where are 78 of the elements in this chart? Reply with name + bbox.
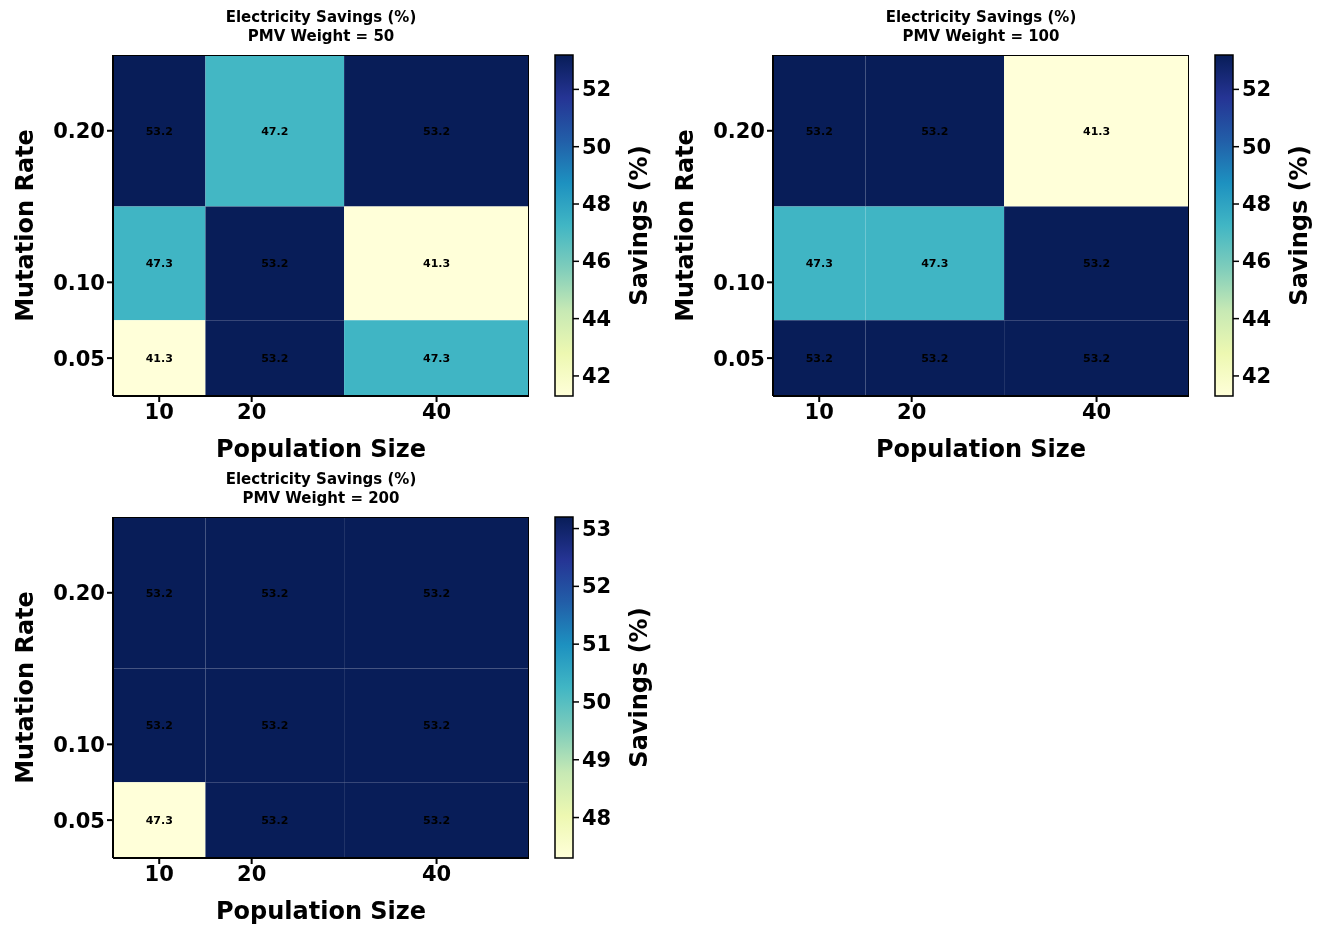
color-bar-label: 48 [582, 805, 612, 830]
color-bar-label: 50 [1242, 134, 1272, 159]
data-label: 53.2 [921, 352, 949, 366]
color-bar-label: 53 [582, 516, 612, 541]
color-bar-label: 50 [582, 689, 612, 714]
color-bar-label: 46 [582, 249, 612, 274]
data-label: 53.2 [1082, 352, 1111, 366]
data-label: 47.3 [921, 257, 949, 271]
chart-title: Electricity Savings (%) [224, 8, 418, 27]
data-label: 53.2 [261, 586, 289, 600]
data-label: 53.2 [261, 257, 289, 271]
color-bar-label: 52 [582, 77, 612, 102]
y-axis-title: Mutation Rate [671, 129, 699, 322]
y-tick-label: 0.20 [53, 119, 105, 144]
chart-subtitle: PMV Weight = 200 [241, 489, 401, 508]
y-tick-label: 0.10 [53, 732, 105, 757]
y-axis-title: Mutation Rate [11, 591, 39, 784]
color-bar-label: 46 [1242, 249, 1272, 274]
x-axis-title: Population Size [875, 435, 1087, 463]
color-bar-label: 44 [1242, 306, 1272, 331]
data-label: 53.2 [422, 586, 451, 600]
color-bar-label: 52 [1242, 77, 1272, 102]
x-tick-label: 10 [804, 399, 834, 424]
data-label: 53.2 [261, 814, 289, 828]
data-label: 53.2 [261, 719, 289, 733]
data-label: 47.3 [145, 814, 173, 828]
data-label: 41.3 [422, 257, 451, 271]
data-label: 53.2 [422, 719, 451, 733]
data-label: 47.3 [805, 257, 833, 271]
data-label: 47.2 [261, 124, 289, 138]
data-label: 53.2 [422, 124, 451, 138]
color-bar-label: 42 [1242, 363, 1272, 388]
y-tick-label: 0.10 [713, 270, 765, 295]
color-bar-title: Savings (%) [625, 145, 653, 306]
chart-subtitle: PMV Weight = 100 [901, 27, 1061, 46]
color-bar-label: 42 [582, 363, 612, 388]
y-tick-label: 0.05 [53, 808, 105, 833]
data-label: 53.2 [805, 124, 833, 138]
chart-subtitle: PMV Weight = 50 [246, 27, 396, 46]
data-label: 53.2 [261, 352, 289, 366]
x-axis-title: Population Size [215, 897, 427, 925]
data-label: 53.2 [921, 124, 949, 138]
color-bar-label: 49 [582, 747, 612, 772]
y-tick-label: 0.05 [713, 346, 765, 371]
y-axis-title: Mutation Rate [11, 129, 39, 322]
color-bar-label: 51 [582, 632, 612, 657]
x-tick-label: 20 [237, 399, 267, 424]
data-label: 53.2 [422, 814, 451, 828]
x-tick-label: 20 [237, 861, 267, 886]
data-label: 41.3 [145, 352, 173, 366]
y-tick-label: 0.10 [53, 270, 105, 295]
color-bar-title: Savings (%) [625, 607, 653, 768]
data-label: 53.2 [145, 719, 173, 733]
chart-title: Electricity Savings (%) [224, 470, 418, 489]
data-label: 47.3 [422, 352, 451, 366]
x-tick-label: 20 [897, 399, 927, 424]
color-bar-label: 48 [582, 192, 612, 217]
color-bar-label: 52 [582, 574, 612, 599]
y-tick-label: 0.20 [713, 119, 765, 144]
chart-title: Electricity Savings (%) [884, 8, 1078, 27]
color-bar-label: 50 [582, 134, 612, 159]
color-bar-label: 48 [1242, 192, 1272, 217]
data-label: 47.3 [145, 257, 173, 271]
y-tick-label: 0.20 [53, 581, 105, 606]
x-axis-title: Population Size [215, 435, 427, 463]
data-label: 53.2 [1082, 257, 1111, 271]
y-tick-label: 0.05 [53, 346, 105, 371]
x-tick-label: 40 [1081, 399, 1112, 424]
data-label: 53.2 [145, 586, 173, 600]
data-label: 41.3 [1082, 124, 1111, 138]
x-tick-label: 40 [421, 399, 452, 424]
x-tick-label: 40 [421, 861, 452, 886]
x-tick-label: 10 [144, 399, 174, 424]
data-label: 53.2 [805, 352, 833, 366]
data-label: 53.2 [145, 124, 173, 138]
color-bar-title: Savings (%) [1285, 145, 1313, 306]
color-bar-label: 44 [582, 306, 612, 331]
x-tick-label: 10 [144, 861, 174, 886]
